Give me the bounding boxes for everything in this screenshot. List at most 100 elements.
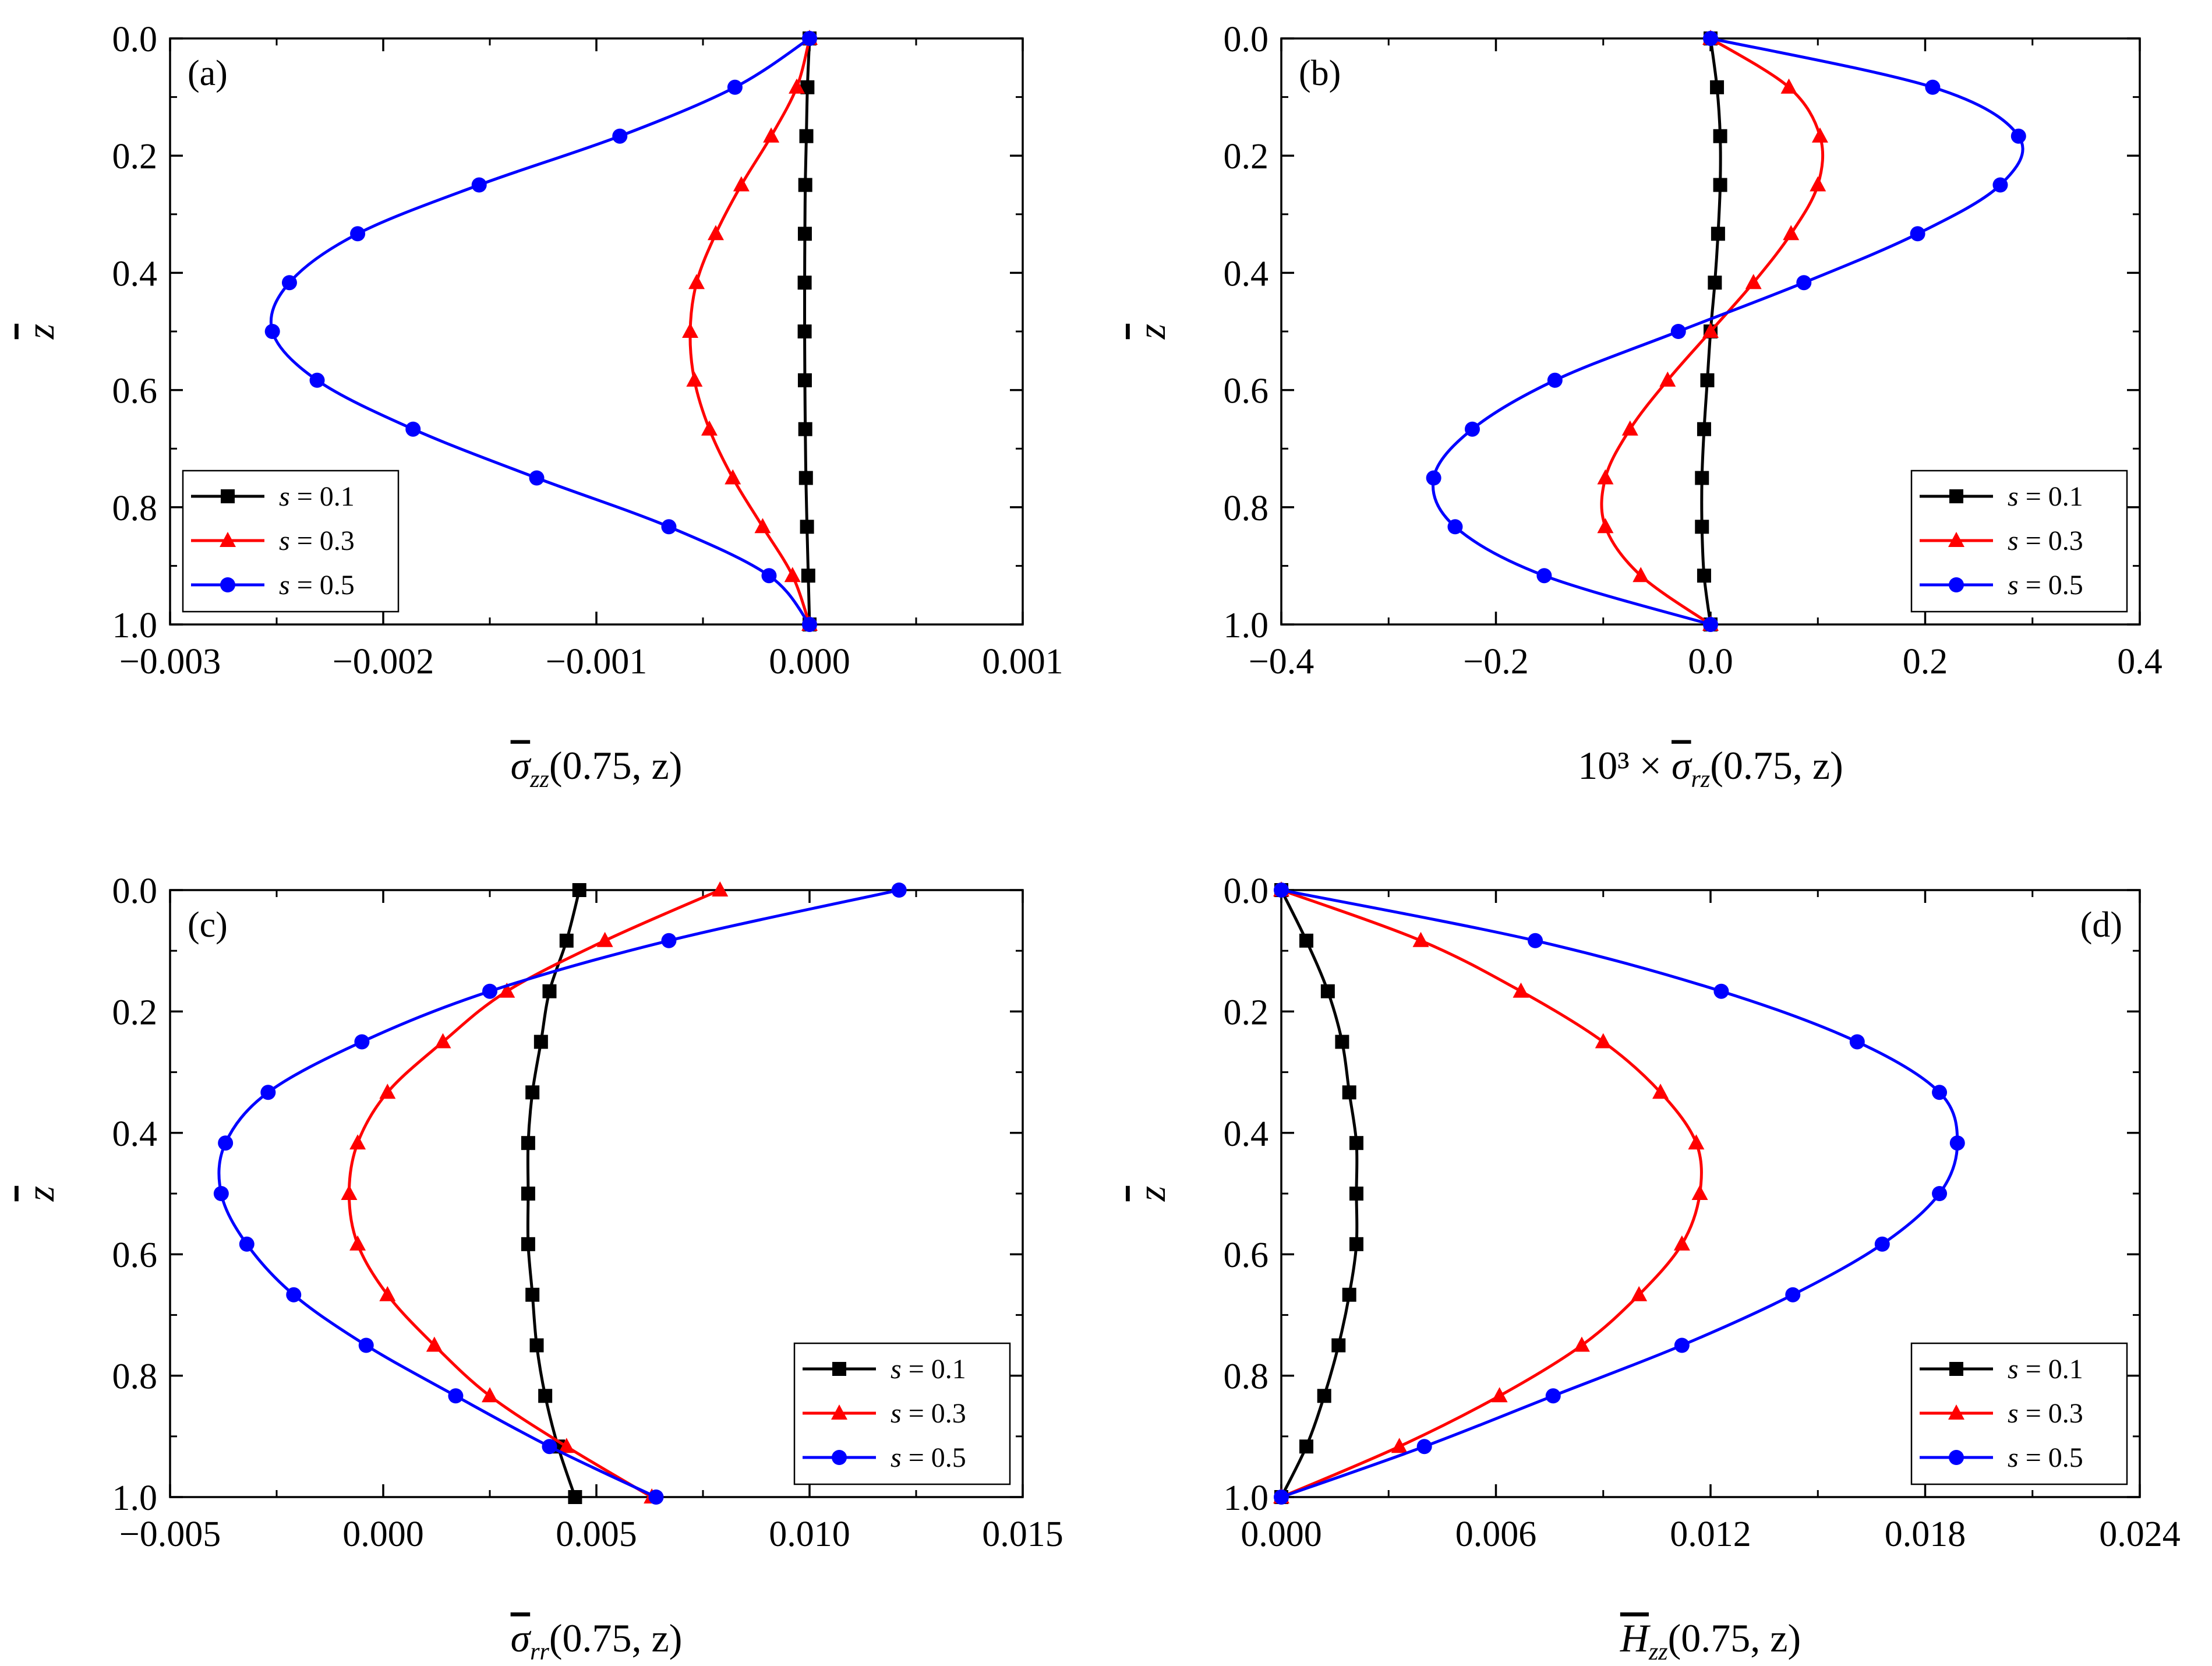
data-point (1320, 984, 1335, 998)
y-tick-label: 0.6 (1224, 372, 1269, 411)
data-point (349, 1134, 366, 1150)
x-axis-title-args: (0.75, z) (549, 1616, 682, 1660)
legend-label-value: = 0.1 (2019, 481, 2083, 512)
legend-item: s = 0.5 (1920, 1442, 2083, 1473)
data-point (426, 1336, 443, 1352)
x-tick-label: −0.4 (1249, 642, 1314, 682)
data-point (707, 225, 724, 241)
data-point (558, 1438, 575, 1453)
y-tick-label: 0.8 (112, 489, 158, 528)
data-point (538, 1389, 553, 1403)
y-tick-label: 0.4 (1224, 254, 1269, 294)
x-axis-title-args: (0.75, z) (1710, 743, 1843, 788)
data-point (218, 1135, 234, 1151)
legend-label: s = 0.1 (891, 1354, 966, 1385)
data-point (1674, 1337, 1690, 1353)
legend-swatch-marker (832, 1450, 847, 1465)
legend-swatch-marker (1949, 489, 1963, 503)
data-point (1391, 1438, 1408, 1453)
data-point (1597, 469, 1614, 485)
x-tick-label: 0.015 (982, 1515, 1063, 1554)
panel-a: −0.003 −0.002 −0.001 0.000 0.001 0.0 0.2 0.4 0.6… (18, 20, 1063, 793)
x-axis-title-symbol: σ (511, 743, 532, 788)
data-point (1702, 323, 1719, 338)
data-point (1697, 422, 1711, 436)
legend-label: s = 0.3 (279, 525, 355, 556)
legend: s = 0.1s = 0.3s = 0.5 (793, 1342, 1011, 1485)
y-tick-label: 0.2 (112, 993, 158, 1032)
x-tick-label: −0.001 (546, 642, 647, 682)
data-point (1697, 569, 1711, 583)
data-point (542, 984, 557, 998)
legend-item: s = 0.5 (803, 1442, 966, 1473)
data-point (1688, 1134, 1705, 1150)
data-point (529, 470, 545, 486)
legend-label-value: = 0.1 (290, 481, 355, 512)
y-tick-label: 0.6 (1224, 1236, 1269, 1275)
data-point (264, 324, 280, 339)
data-point (1691, 1185, 1708, 1200)
data-point (1342, 1287, 1356, 1302)
data-point (797, 324, 812, 338)
data-point (801, 569, 815, 583)
data-point (1783, 225, 1800, 241)
data-point (521, 1136, 535, 1150)
y-tick-label: 0.0 (1224, 871, 1269, 911)
data-point (733, 176, 750, 192)
data-point (797, 373, 812, 387)
panel-d: 0.000 0.006 0.012 0.018 0.024 0.0 0.2 0.4 0.6 0.8… (1129, 871, 2181, 1665)
data-point (379, 1286, 396, 1301)
data-point (754, 518, 771, 534)
data-point (725, 469, 741, 485)
legend: s = 0.1s = 0.3s = 0.5 (1910, 1342, 2128, 1485)
x-axis-title-symbol: σ (511, 1616, 532, 1660)
x-tick-label: −0.002 (333, 642, 434, 682)
panel-label: (b) (1299, 54, 1341, 93)
legend-item: s = 0.1 (1920, 481, 2083, 512)
data-point (529, 1338, 544, 1353)
legend-item: s = 0.3 (1920, 525, 2083, 556)
y-tick-label: 0.4 (112, 254, 158, 294)
x-tick-label: 0.4 (2117, 642, 2162, 682)
legend-label-value: = 0.5 (2019, 570, 2083, 601)
data-point (596, 931, 613, 947)
legend: s = 0.1s = 0.3s = 0.5 (182, 470, 400, 613)
data-point (1274, 883, 1289, 898)
legend-label: s = 0.1 (279, 481, 355, 512)
y-tick-label: 0.6 (112, 1236, 158, 1275)
data-point (434, 1033, 451, 1049)
series-s-05 (1426, 31, 2026, 632)
data-point (542, 1439, 557, 1455)
data-point (712, 881, 729, 896)
data-point (568, 1490, 582, 1504)
legend-label: s = 0.1 (2008, 481, 2083, 512)
data-point (1491, 1387, 1508, 1403)
data-point (482, 983, 497, 999)
legend-label-symbol: s (279, 525, 290, 556)
data-point (1874, 1236, 1890, 1252)
x-axis-title-symbol: σ (1672, 743, 1692, 788)
legend-item: s = 0.1 (803, 1354, 966, 1385)
legend-label-value: = 0.1 (902, 1354, 966, 1385)
data-point (1849, 1034, 1865, 1050)
legend-swatch-marker (1948, 532, 1964, 547)
x-tick-label: 0.024 (2099, 1515, 2181, 1554)
y-tick-label: 0.6 (112, 372, 158, 411)
legend-item: s = 0.5 (1920, 570, 2083, 601)
data-point (798, 422, 812, 436)
legend-label-value: = 0.3 (2019, 1398, 2083, 1429)
data-point (281, 275, 297, 291)
data-point (763, 127, 780, 143)
data-point (789, 78, 805, 94)
data-point (727, 79, 743, 95)
data-point (1412, 931, 1429, 947)
data-point (1713, 129, 1727, 143)
y-tick-label: 0.2 (112, 137, 158, 177)
x-tick-label: −0.003 (119, 642, 221, 682)
legend-swatch-marker (220, 532, 236, 547)
legend-swatch-marker (221, 489, 235, 503)
panel-label: (c) (188, 905, 228, 945)
data-point (260, 1085, 276, 1100)
data-point (1745, 274, 1762, 290)
legend-label-symbol: s (2008, 1398, 2019, 1429)
